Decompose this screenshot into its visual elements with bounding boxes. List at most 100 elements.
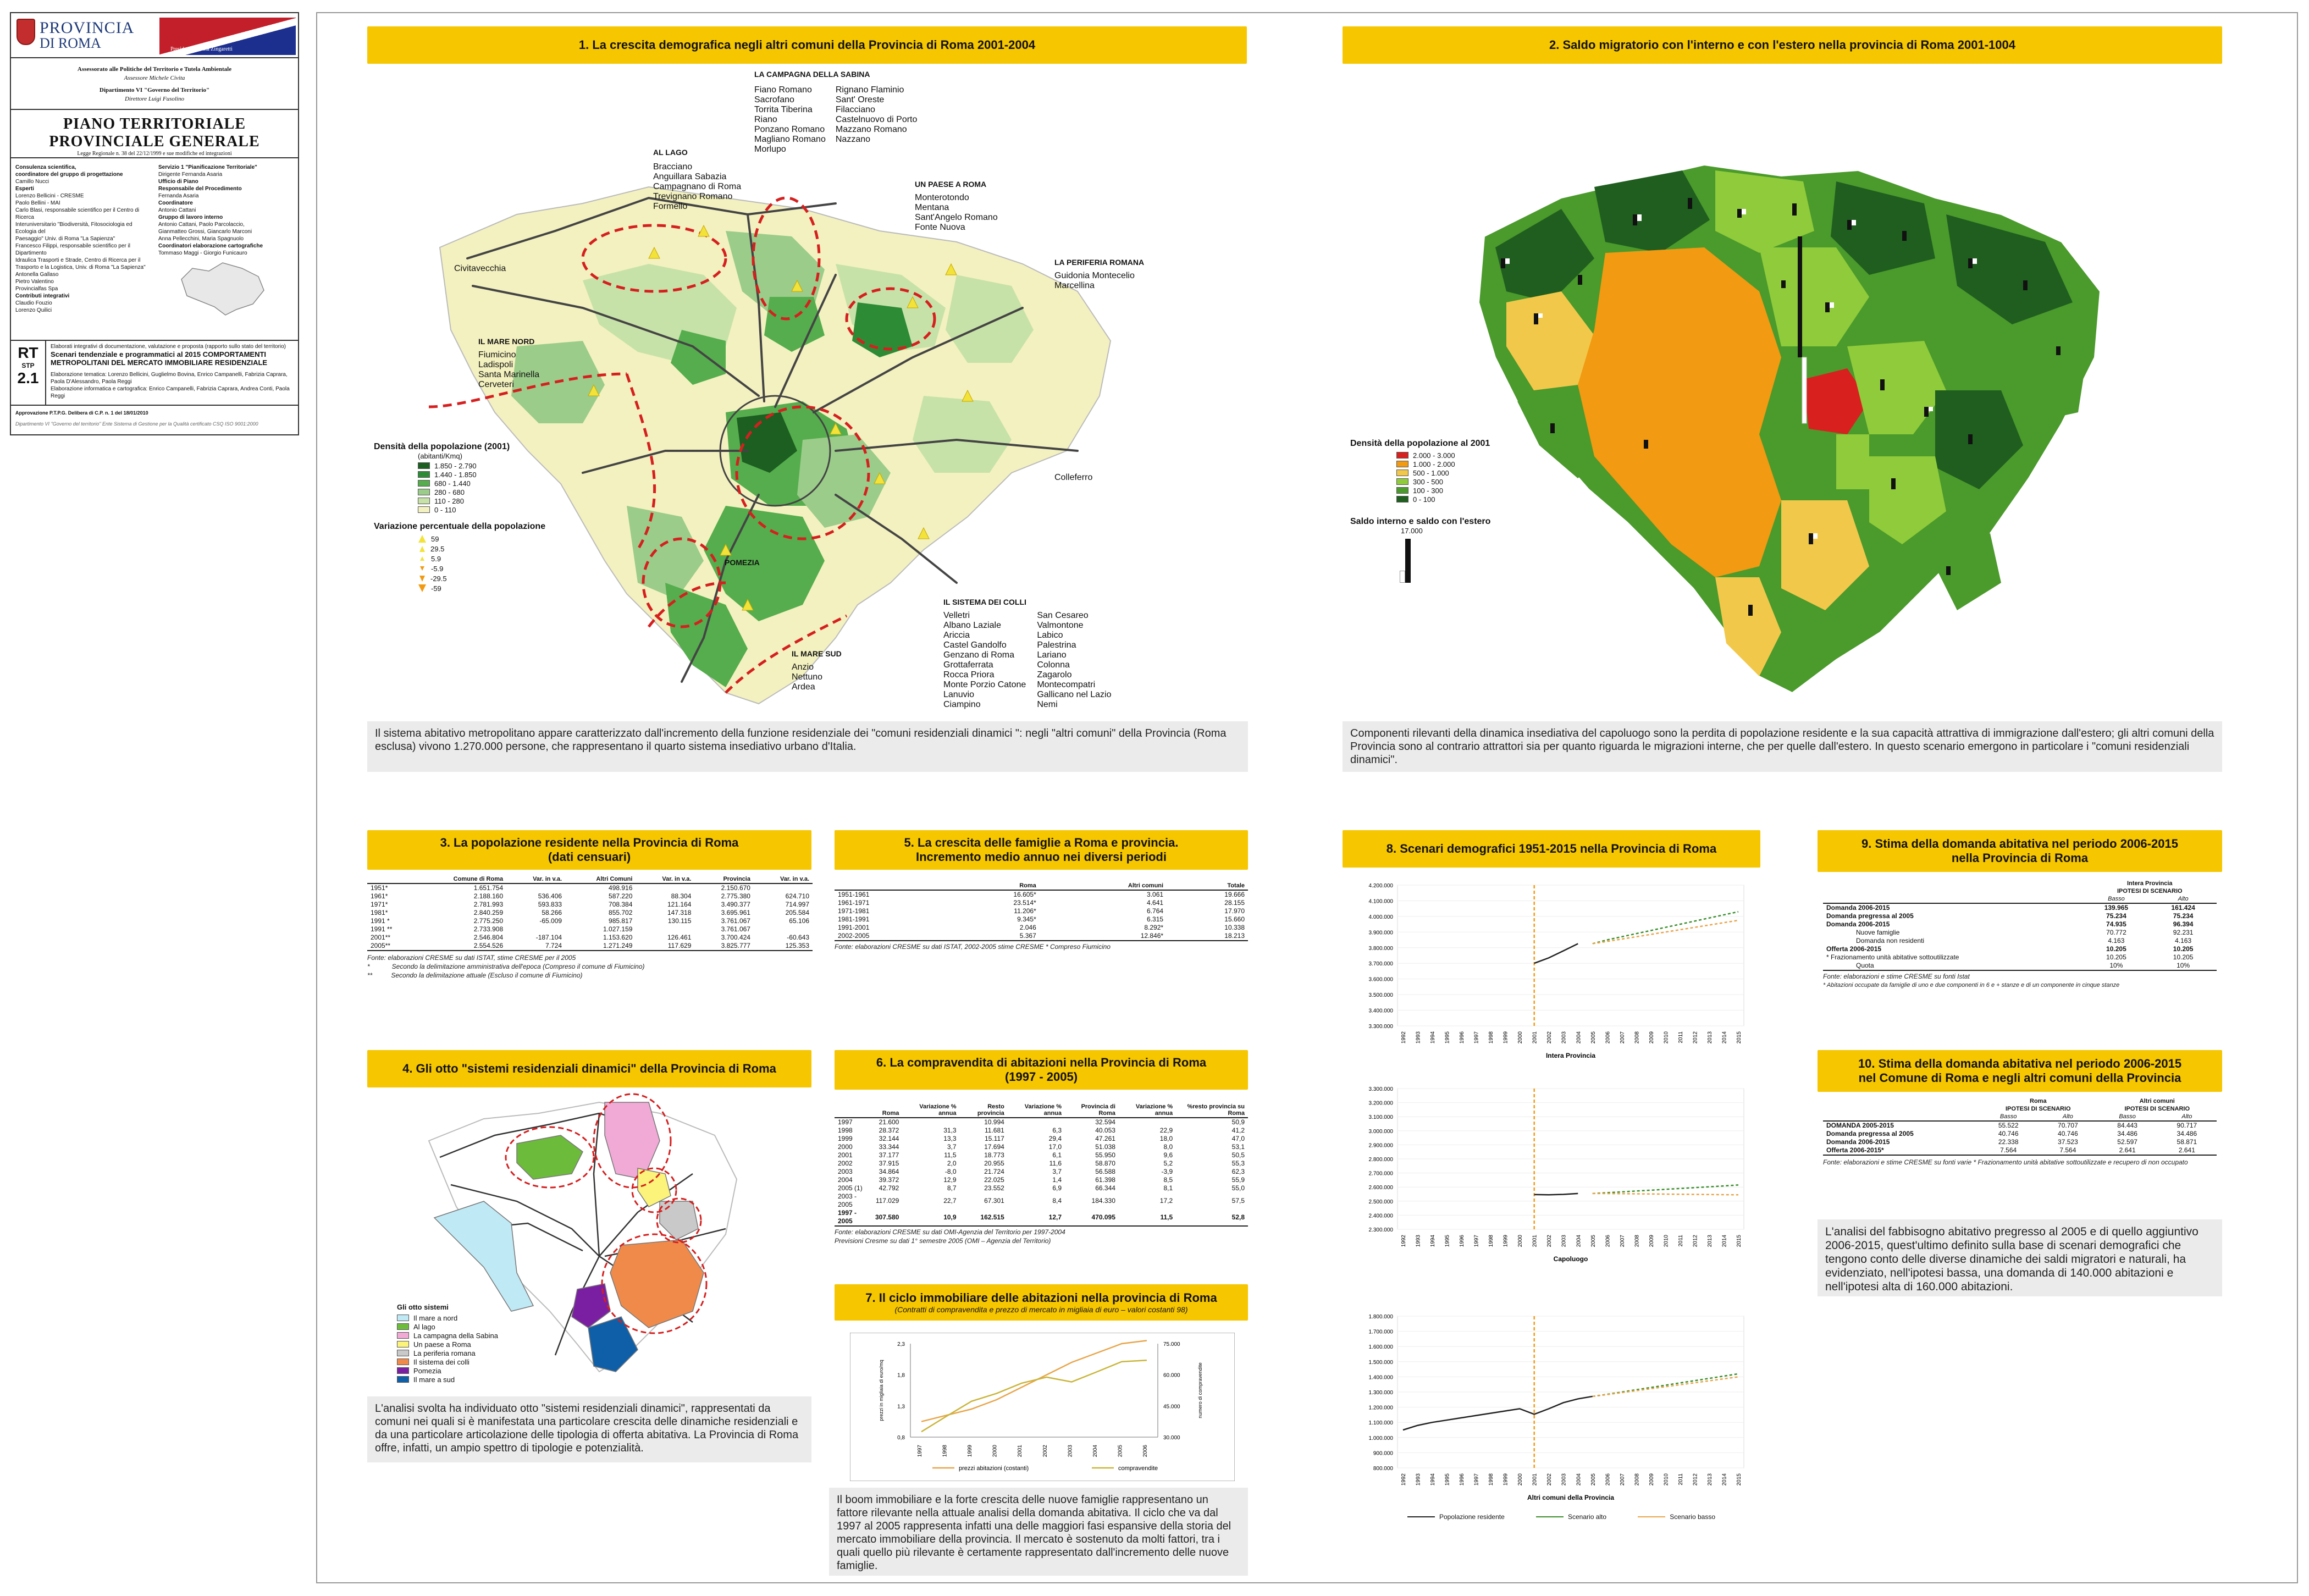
legend4-row: Il sistema dei colli bbox=[397, 1357, 518, 1366]
approval-note: Approvazione P.T.P.G. Delibera di C.P. n… bbox=[15, 410, 148, 416]
table-cell: 2.775.250 bbox=[473, 917, 504, 925]
x-tick-label: 2013 bbox=[1707, 1235, 1713, 1247]
section10-caption: L'analisi del fabbisogno abitativo pregr… bbox=[1818, 1219, 2222, 1296]
table-cell: 18.773 bbox=[984, 1151, 1004, 1159]
group-mare-sud-title: IL MARE SUD bbox=[792, 649, 842, 658]
section3-note-2-text: Secondo la delimitazione amministrativa … bbox=[391, 963, 645, 970]
group-mare-nord-list: Fiumicino Ladispoli Santa Marinella Cervete… bbox=[478, 350, 539, 390]
section3-note-3-mark: ** bbox=[367, 971, 373, 979]
table-row: 2003 - 2005 117.029 22,7 67.301 8,4 184.330 17… bbox=[835, 1192, 1248, 1209]
y-tick-label: 1.600.000 bbox=[1369, 1344, 1394, 1350]
table-cell bbox=[902, 1118, 959, 1126]
title-block-footer: Approvazione P.T.P.G. Delibera di C.P. n… bbox=[11, 407, 298, 434]
group-al-lago: AL LAGO Bracciano Anguillara Sabazia Campa… bbox=[653, 147, 741, 212]
legend2-density-swatch bbox=[1396, 496, 1408, 502]
table-cell: 2004 bbox=[838, 1176, 853, 1184]
y-tick-label: 2.800.000 bbox=[1369, 1157, 1394, 1163]
x-tick-label: 2002 bbox=[1546, 1235, 1553, 1247]
assessore-label: Assessore Michele Civita bbox=[124, 75, 185, 81]
section9-table: Intera Provincia IPOTESI DI SCENARIO Basso… bbox=[1823, 880, 2217, 971]
legend1-density-label: 1.850 - 2.790 bbox=[434, 461, 477, 470]
table-cell: 10% bbox=[2177, 962, 2190, 969]
table-cell: 8,4 bbox=[1052, 1196, 1062, 1205]
legend4-row: La campagna della Sabina bbox=[397, 1331, 518, 1340]
section3-note-2-mark: * bbox=[367, 963, 370, 970]
place-name: Santa Marinella bbox=[478, 370, 540, 379]
table-cell: Nuove famiglie bbox=[1856, 929, 1900, 936]
x-tick-label: 2003 bbox=[1561, 1235, 1567, 1247]
plan-title-1: PIANO TERRITORIALE bbox=[63, 115, 246, 132]
column-header: Altri comuni bbox=[2139, 1098, 2175, 1105]
table-cell: 47,0 bbox=[1231, 1135, 1245, 1142]
table-cell: 55.522 bbox=[1998, 1122, 2019, 1129]
section3-note-2: * Secondo la delimitazione amministrativa… bbox=[367, 962, 813, 971]
table-cell: 593.833 bbox=[538, 901, 562, 908]
table-cell: 40.746 bbox=[1998, 1130, 2019, 1137]
y2-axis-title: numero di compravendite bbox=[1197, 1362, 1203, 1418]
table-row: 2004 39.372 12,9 22.025 1,4 61.398 8,5 55,9 bbox=[835, 1176, 1248, 1184]
table-cell bbox=[1119, 1118, 1176, 1126]
table-cell: 50,9 bbox=[1231, 1118, 1245, 1126]
triangle-down-icon bbox=[419, 575, 425, 582]
credit-line: Antonio Cattani bbox=[158, 207, 196, 213]
table-cell: 3.761.067 bbox=[721, 925, 750, 933]
section9-title: 9. Stima della domanda abitativa nel per… bbox=[1818, 830, 2222, 872]
credit-line: Provincialfas Spa bbox=[15, 286, 58, 292]
table-header-row: IPOTESI DI SCENARIO bbox=[1823, 887, 2217, 895]
place-name: Sant' Oreste bbox=[835, 95, 885, 104]
column-header: Resto provincia bbox=[977, 1103, 1004, 1117]
table-cell: 2000 bbox=[838, 1143, 853, 1151]
table-cell: 22,9 bbox=[1159, 1126, 1173, 1134]
credit-line: Francesco Filippi, responsabile scientif… bbox=[15, 243, 130, 256]
column-header bbox=[367, 875, 414, 883]
legend1-density-swatch bbox=[418, 480, 430, 487]
table-cell: 498.916 bbox=[609, 884, 633, 892]
table-cell: 2.188.160 bbox=[473, 892, 504, 900]
table-cell: -65.009 bbox=[539, 917, 562, 925]
legend2-density-swatch bbox=[1396, 461, 1408, 467]
legend2-saldo-bar-white bbox=[1400, 571, 1405, 583]
x-tick-label: 1996 bbox=[1459, 1235, 1465, 1247]
table-row: 1951-1961 16.605* 3.061 19.666 bbox=[835, 890, 1248, 899]
place-name: Filacciano bbox=[835, 105, 875, 114]
column-header bbox=[1823, 1105, 1979, 1113]
legend4-label: Il mare a nord bbox=[413, 1313, 458, 1322]
y-tick-label: 1.100.000 bbox=[1369, 1420, 1394, 1426]
x-tick-label: 2006 bbox=[1605, 1235, 1611, 1247]
column-header bbox=[1823, 880, 2083, 887]
legend2-density-rows: 2.000 - 3.000 1.000 - 2.000 500 - 1.000 300… bbox=[1396, 451, 1515, 504]
legend4-label: Il sistema dei colli bbox=[413, 1357, 469, 1366]
triangle-down-icon bbox=[420, 566, 424, 571]
legend2-density-swatch bbox=[1396, 470, 1408, 476]
province-crest-icon bbox=[16, 19, 35, 45]
column-header: Totale bbox=[1227, 882, 1245, 889]
section5-title-2: Incremento medio annuo nei diversi perio… bbox=[916, 850, 1167, 864]
table-cell: 28.155 bbox=[1224, 899, 1245, 907]
credit-line: Paesaggio" Univ. di Roma "La Sapienza" bbox=[15, 236, 115, 242]
table-cell: 4.163 bbox=[2175, 937, 2192, 945]
table-cell: 11.681 bbox=[984, 1126, 1004, 1134]
x-tick-label: 2002 bbox=[1546, 1473, 1553, 1486]
legend8-residente-line bbox=[1407, 1516, 1435, 1517]
table-cell: 6,1 bbox=[1052, 1151, 1062, 1159]
table-cell: 3.695.961 bbox=[721, 909, 750, 916]
legend2-density-label: 1.000 - 2.000 bbox=[1413, 460, 1455, 468]
table-row: 1991 ** 2.733.908 1.027.159 3.761.067 bbox=[367, 925, 813, 934]
section8-chart-capoluogo: 2.300.000 2.400.000 2.500.000 2.600.000 2.70… bbox=[1369, 1086, 1744, 1263]
x-tick-label: 1994 bbox=[1430, 1031, 1436, 1044]
table-cell bbox=[636, 883, 694, 892]
table-cell: 985.817 bbox=[609, 917, 633, 925]
table-row: Offerta 2006-2015* 7.564 7.564 2.641 2.641 bbox=[1823, 1146, 2217, 1155]
table-cell: 12.846* bbox=[1140, 932, 1164, 940]
table-header-row: Basso Alto bbox=[1823, 895, 2217, 903]
table-cell: 17,2 bbox=[1159, 1196, 1173, 1205]
table-cell: 17.970 bbox=[1224, 907, 1245, 915]
table-cell: 139.965 bbox=[2104, 904, 2129, 912]
legend8-residente-label: Popolazione residente bbox=[1439, 1513, 1505, 1521]
section6-table: Roma Variazione % annua Resto provincia Var… bbox=[835, 1103, 1248, 1227]
y-tick-label: 1.500.000 bbox=[1369, 1360, 1394, 1366]
table-cell: 3.761.067 bbox=[721, 917, 750, 925]
x-tick-label: 2010 bbox=[1663, 1235, 1669, 1247]
section8-chart-altri: 800.000 900.000 1.000.000 1.100.000 1.200.00… bbox=[1369, 1314, 1744, 1501]
series-line-0 bbox=[1534, 943, 1578, 964]
